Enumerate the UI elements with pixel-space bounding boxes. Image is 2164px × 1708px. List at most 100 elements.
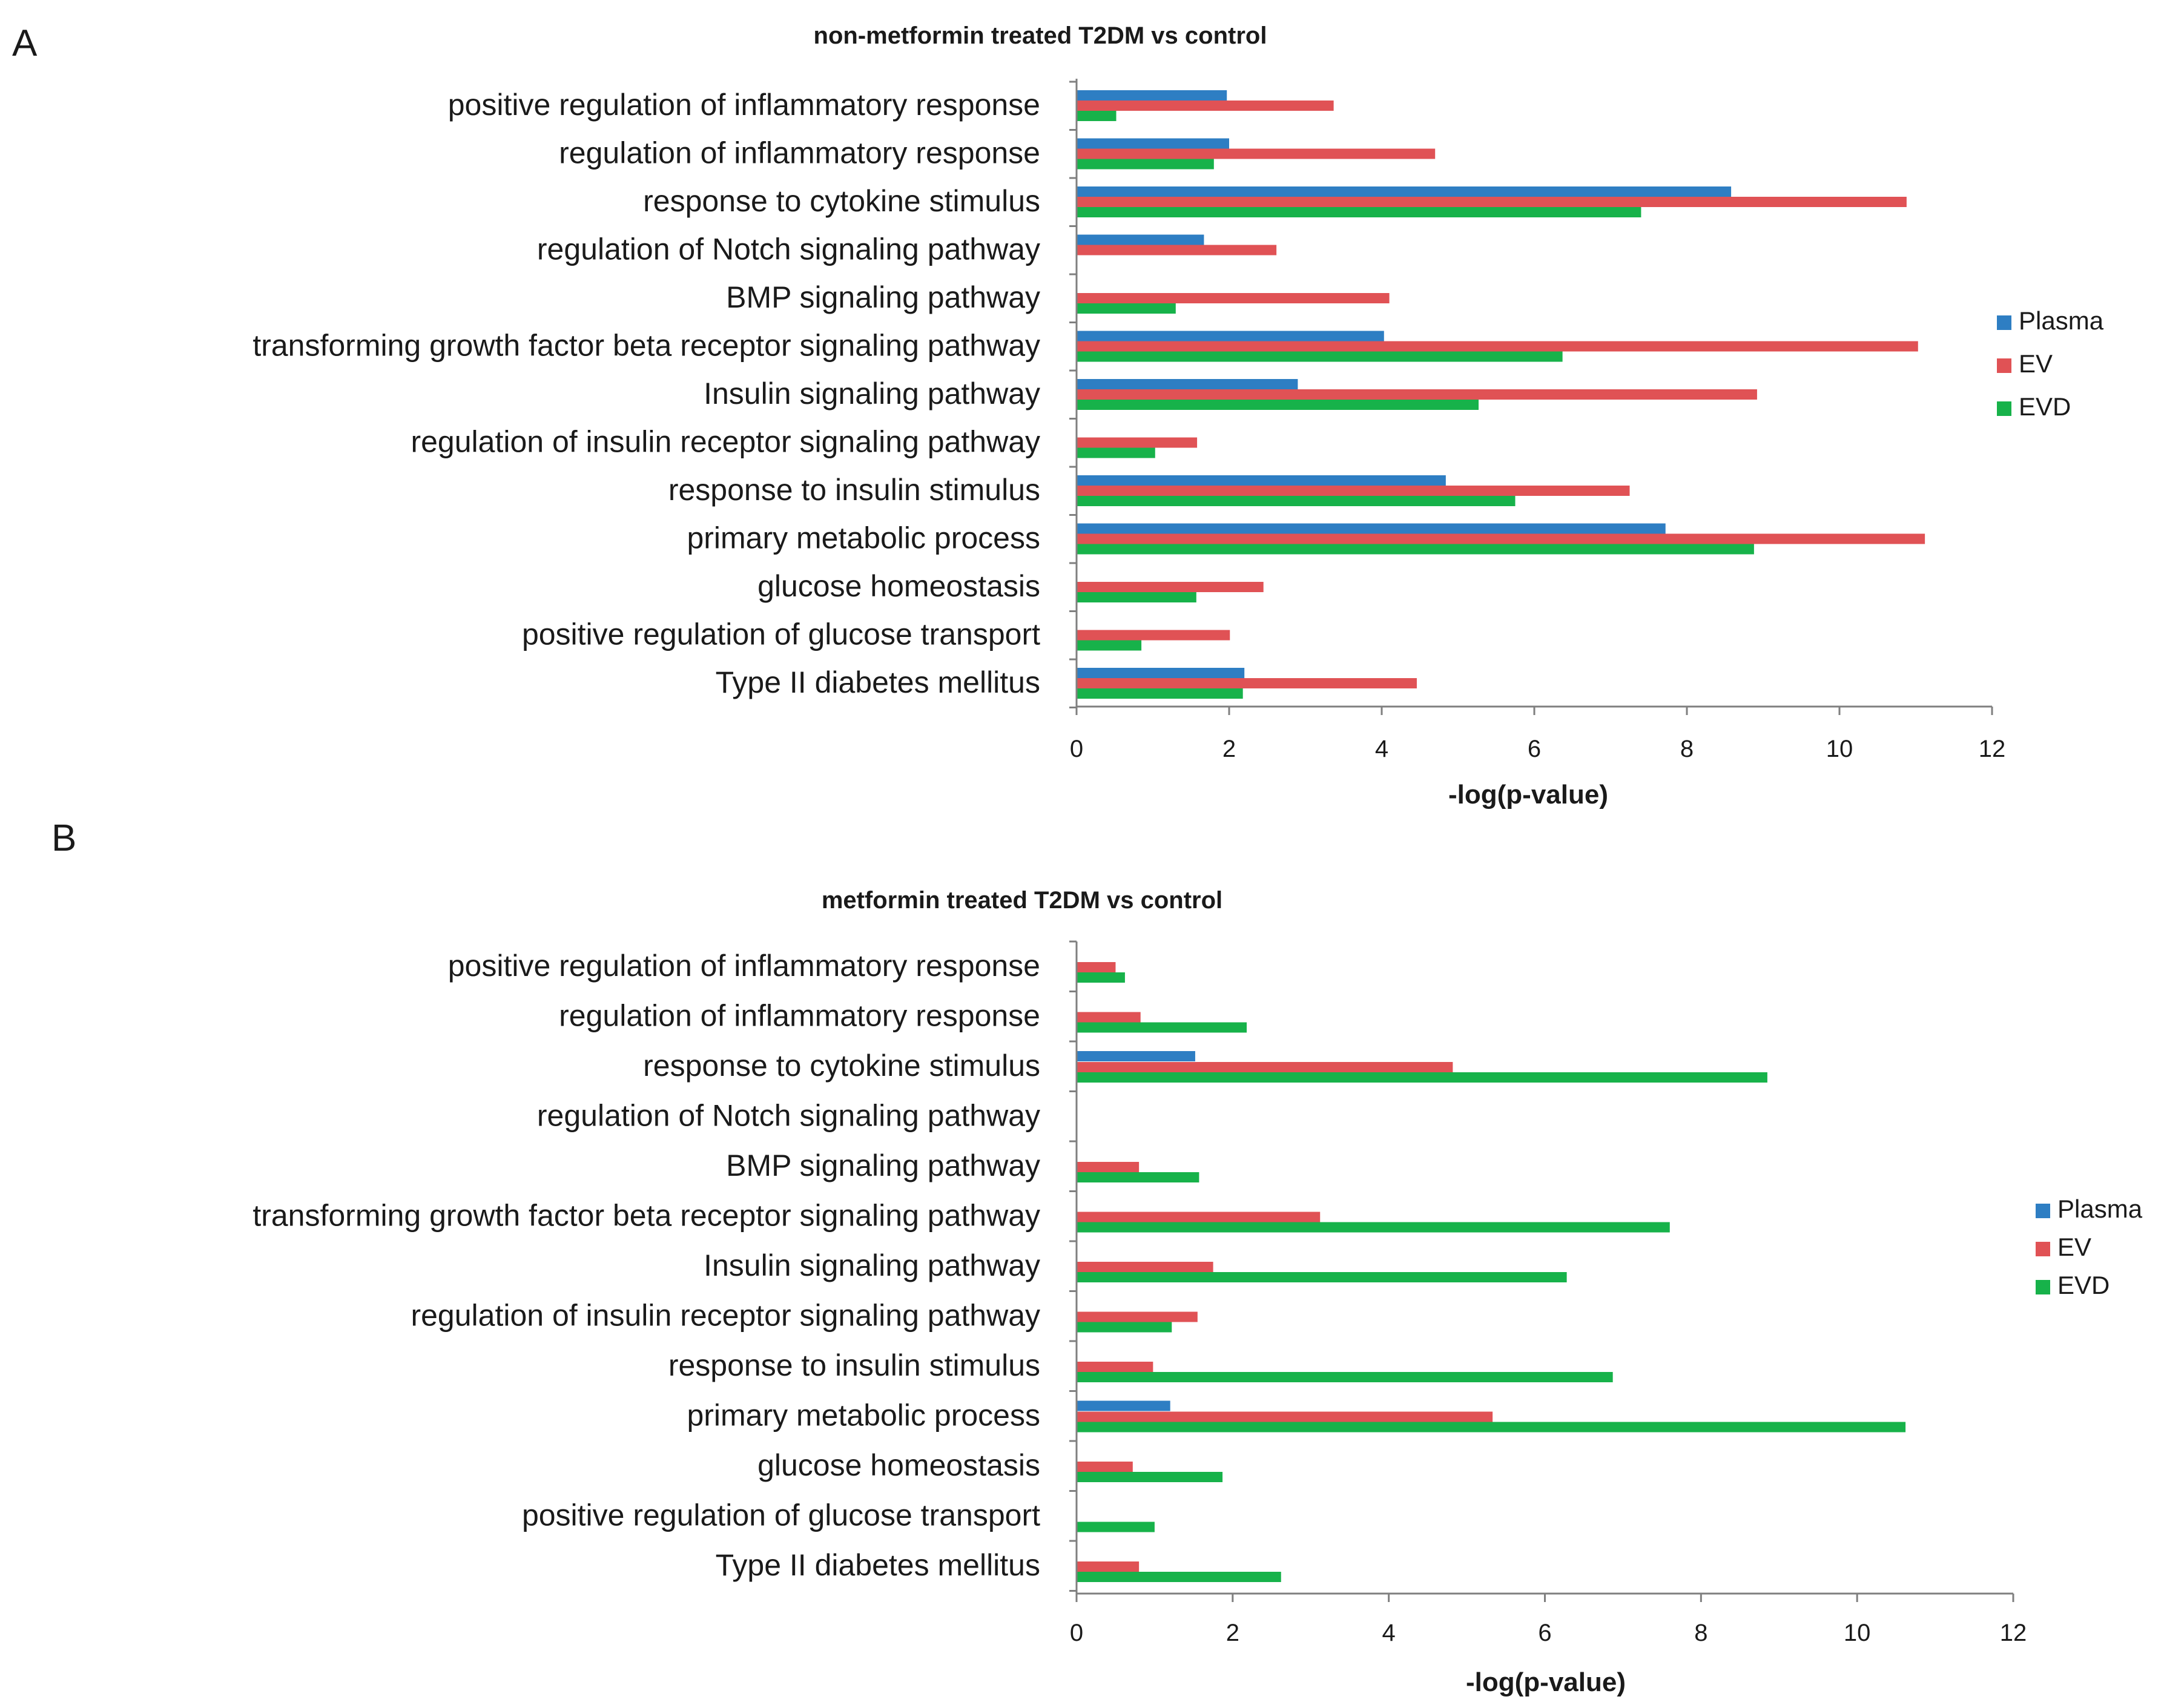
panel-a-category-label-4: BMP signaling pathway [726, 280, 1040, 314]
panel-b-bar-plasma-9 [1077, 1400, 1170, 1411]
panel-a-bar-evd-2 [1077, 207, 1641, 217]
panel-b-category-label-10: glucose homeostasis [757, 1448, 1040, 1482]
panel-a-bar-evd-4 [1077, 303, 1176, 314]
panel-a-bar-evd-12 [1077, 688, 1243, 699]
panel-b-category-label-6: Insulin signaling pathway [704, 1248, 1040, 1282]
panel-a-category-label-1: regulation of inflammatory response [559, 136, 1040, 170]
panel-b-legend: Plasma EV EVD [2036, 1195, 2143, 1299]
panel-a-bar-evd-6 [1077, 400, 1479, 410]
panel-a-x-tick-label-2: 4 [1375, 736, 1388, 762]
panel-b-bar-plasma-2 [1077, 1051, 1195, 1061]
panel-a-bar-ev-4 [1077, 293, 1390, 303]
panel-b-category-label-0: positive regulation of inflammatory resp… [448, 949, 1040, 983]
panel-b-category-label-2: response to cytokine stimulus [643, 1049, 1040, 1083]
panel-b-letter: B [51, 817, 76, 859]
panel-a-legend: Plasma EV EVD [1997, 306, 2104, 421]
panel-b-bar-evd-8 [1077, 1372, 1613, 1382]
panel-a-legend-swatch-ev [1997, 358, 2011, 373]
panel-b-category-label-12: Type II diabetes mellitus [716, 1548, 1040, 1582]
panel-b-category-label-9: primary metabolic process [687, 1399, 1040, 1433]
panel-b-bar-ev-6 [1077, 1262, 1213, 1272]
panel-b-bar-ev-8 [1077, 1362, 1153, 1372]
panel-a-bar-ev-11 [1077, 630, 1230, 641]
panel-a-bar-ev-7 [1077, 437, 1198, 448]
panel-a-bar-plasma-5 [1077, 331, 1384, 341]
panel-b-bar-evd-5 [1077, 1222, 1670, 1233]
panel-b-legend-label-plasma: Plasma [2057, 1195, 2143, 1223]
panel-b-x-tick-label-2: 4 [1382, 1620, 1396, 1646]
panel-b-bar-ev-7 [1077, 1311, 1198, 1322]
panel-a-bar-plasma-1 [1077, 138, 1229, 149]
panel-b-bar-ev-1 [1077, 1012, 1141, 1023]
panel-a-bar-plasma-2 [1077, 186, 1732, 197]
panel-b-bar-ev-2 [1077, 1062, 1453, 1072]
panel-a-bar-ev-9 [1077, 533, 1925, 544]
panel-a-bar-ev-5 [1077, 341, 1918, 352]
panel-b-legend-swatch-evd [2036, 1280, 2050, 1294]
panel-b-legend-swatch-ev [2036, 1242, 2050, 1256]
panel-b-category-label-11: positive regulation of glucose transport [522, 1499, 1040, 1532]
panel-b-x-tick-label-0: 0 [1070, 1620, 1083, 1646]
panel-a-bar-plasma-9 [1077, 523, 1666, 534]
panel-a-legend-label-evd: EVD [2019, 392, 2071, 421]
panel-b-legend-label-ev: EV [2057, 1233, 2091, 1261]
panel-a-category-label-3: regulation of Notch signaling pathway [537, 232, 1040, 266]
panel-a-bar-plasma-6 [1077, 379, 1298, 389]
panel-a-x-tick-label-4: 8 [1680, 736, 1694, 762]
panel-b-x-tick-label-6: 12 [2000, 1620, 2027, 1646]
panel-a-bar-evd-7 [1077, 447, 1155, 458]
panel-a-bar-evd-10 [1077, 592, 1196, 602]
panel-b-category-label-1: regulation of inflammatory response [559, 999, 1040, 1033]
panel-a-bar-ev-8 [1077, 486, 1630, 496]
panel-a-bar-plasma-8 [1077, 475, 1446, 486]
panel-a-x-tick-label-1: 2 [1222, 736, 1236, 762]
panel-b-x-tick-label-4: 8 [1694, 1620, 1707, 1646]
panel-a-legend-swatch-evd [1997, 401, 2011, 416]
panel-b-bar-ev-0 [1077, 962, 1116, 972]
panel-b-bar-evd-1 [1077, 1022, 1247, 1033]
panel-b-category-label-4: BMP signaling pathway [726, 1149, 1040, 1182]
panel-a-bar-ev-3 [1077, 245, 1277, 256]
panel-b-x-tick-label-5: 10 [1844, 1620, 1871, 1646]
panel-a-category-label-2: response to cytokine stimulus [643, 184, 1040, 218]
panel-b-bar-evd-12 [1077, 1572, 1281, 1582]
panel-a-legend-swatch-plasma [1997, 315, 2011, 330]
panel-a-bar-plasma-3 [1077, 234, 1204, 245]
panel-a-category-label-9: primary metabolic process [687, 521, 1040, 555]
panel-b-legend-swatch-plasma [2036, 1204, 2050, 1218]
panel-a-bar-evd-11 [1077, 640, 1142, 651]
panel-a-category-label-6: Insulin signaling pathway [704, 377, 1040, 411]
panel-a-legend-label-plasma: Plasma [2019, 306, 2104, 335]
panel-a-letter: A [12, 22, 38, 64]
panel-a-x-tick-label-6: 12 [1979, 736, 2006, 762]
panel-a-category-label-8: response to insulin stimulus [668, 473, 1040, 507]
panel-a-category-label-12: Type II diabetes mellitus [716, 665, 1040, 699]
panel-a-category-label-11: positive regulation of glucose transport [522, 618, 1040, 651]
panel-a-bar-evd-1 [1077, 159, 1214, 170]
panel-a-bar-plasma-12 [1077, 668, 1245, 678]
panel-b-x-tick-label-3: 6 [1538, 1620, 1551, 1646]
panel-b-bar-evd-11 [1077, 1522, 1155, 1532]
panel-a-x-tick-label-0: 0 [1070, 736, 1083, 762]
panel-a-x-tick-label-5: 10 [1826, 736, 1853, 762]
panel-a-bar-evd-8 [1077, 496, 1516, 506]
panel-a-bar-evd-5 [1077, 351, 1563, 362]
panel-b-bar-evd-7 [1077, 1322, 1172, 1333]
panel-b-x-tick-label-1: 2 [1226, 1620, 1239, 1646]
panel-b-category-label-3: regulation of Notch signaling pathway [537, 1099, 1040, 1133]
panel-b-bar-ev-12 [1077, 1561, 1140, 1572]
panel-b-bar-ev-9 [1077, 1411, 1493, 1422]
panel-a-bar-ev-12 [1077, 678, 1417, 688]
panel-a-bar-ev-1 [1077, 148, 1436, 159]
panel-b-bar-ev-4 [1077, 1162, 1140, 1172]
panel-b-category-label-8: response to insulin stimulus [668, 1348, 1040, 1382]
panel-b-bar-ev-5 [1077, 1212, 1321, 1222]
panel-a-category-label-7: regulation of insulin receptor signaling… [411, 425, 1040, 459]
panel-b-bar-evd-6 [1077, 1272, 1567, 1282]
panel-a-legend-label-ev: EV [2019, 349, 2053, 378]
panel-a-title: non-metformin treated T2DM vs control [814, 22, 1267, 49]
panel-b-bar-evd-4 [1077, 1172, 1199, 1182]
